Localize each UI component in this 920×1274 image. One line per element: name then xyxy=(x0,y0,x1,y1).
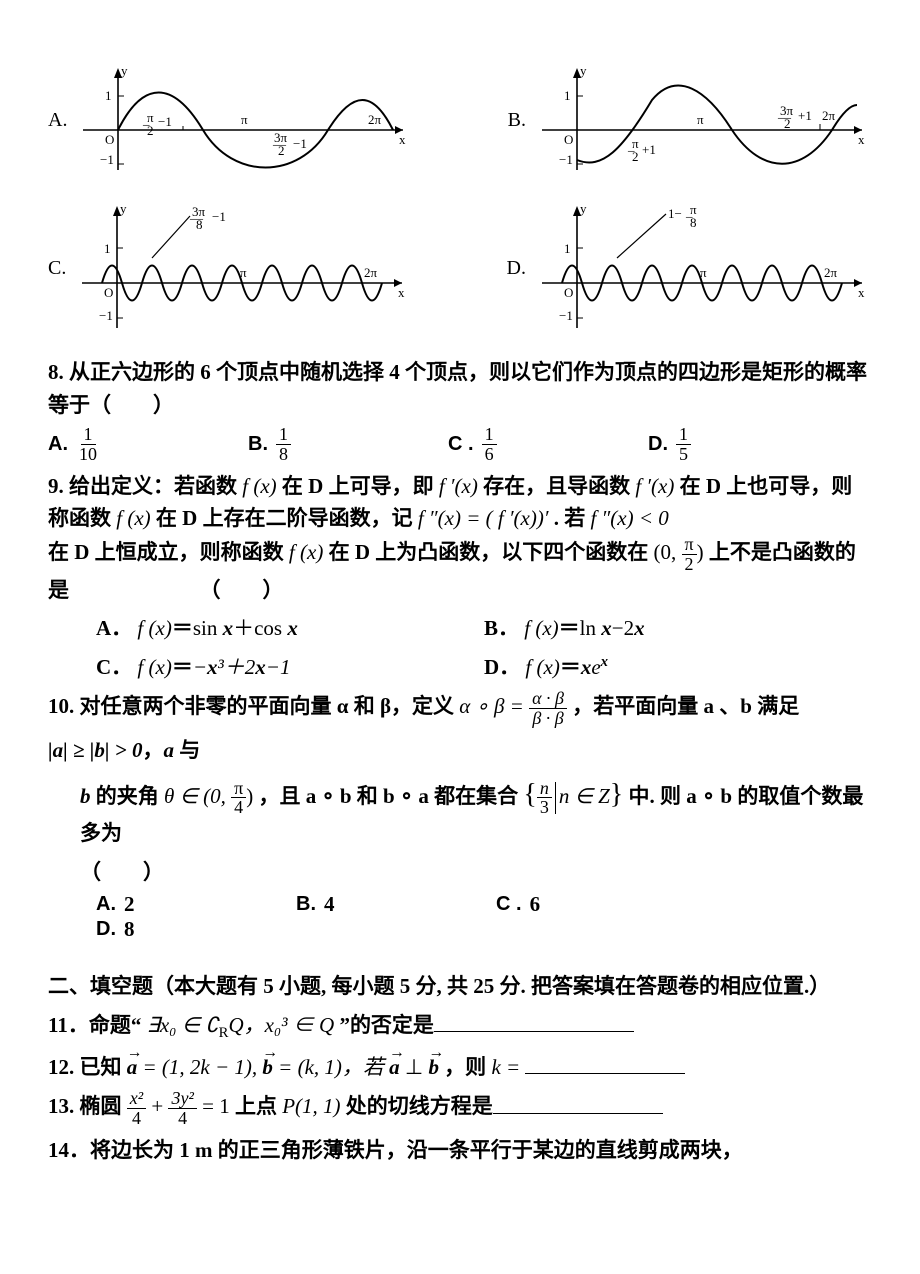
q8-stem: 8. 从正六边形的 6 个顶点中随机选择 4 个顶点，则以它们作为顶点的四边形是… xyxy=(48,356,872,421)
exam-page: A. y x O 1 −1 π 2π π _ xyxy=(0,0,920,1207)
graph-B-svg: y x O 1 −1 π π _ 2 +1 3π __ 2 +1 2π xyxy=(532,60,872,180)
q9: 9. 给出定义：若函数 f (x) 在 D 上可导，即 f ′(x) 存在，且导… xyxy=(48,470,872,606)
svg-text:+1: +1 xyxy=(642,142,656,157)
svg-text:O: O xyxy=(104,285,113,300)
graph-C-svg: y x O 1 −1 π 2π 3π __ 8 −1 xyxy=(72,198,412,338)
svg-text:−1: −1 xyxy=(100,152,114,167)
graph-B: B. y x O 1 −1 π π _ 2 +1 xyxy=(508,60,872,180)
svg-text:y: y xyxy=(121,63,128,78)
svg-text:2: 2 xyxy=(147,123,154,138)
svg-text:x: x xyxy=(399,132,406,147)
svg-text:2π: 2π xyxy=(822,108,836,123)
q10-line2: b 的夹角 θ ∈ (0, π4) ，且 a ∘ b 和 b ∘ a 都在集合 … xyxy=(48,773,872,850)
q8-opt-D: D. 15 xyxy=(648,425,838,464)
q10-opt-A: A.2 xyxy=(96,892,286,917)
svg-text:2: 2 xyxy=(278,143,285,158)
svg-text:8: 8 xyxy=(196,217,203,232)
q12-blank xyxy=(525,1054,685,1074)
q11-blank xyxy=(434,1012,634,1032)
svg-text:2π: 2π xyxy=(824,265,838,280)
svg-text:π: π xyxy=(241,112,248,127)
q7-row2: C. y x O 1 −1 π 2π 3π __ xyxy=(48,198,872,338)
q10-opt-B: B.4 xyxy=(296,892,486,917)
q9-opt-A: A． f (x)＝sin x＋cos x xyxy=(96,612,484,645)
q10-cond: |a| ≥ |b| > 0，a 与 xyxy=(48,734,872,767)
graph-C-label: C. xyxy=(48,257,66,280)
q11: 11．命题“ ∃x₀ ∈ ∁RQ，x₀³ ∈ Q ”的否定是 xyxy=(48,1009,872,1045)
q8-opts: A. 110 B. 18 C . 16 D. 15 xyxy=(48,425,872,464)
graph-A-label: A. xyxy=(48,109,67,132)
svg-text:x: x xyxy=(858,285,865,300)
q10-opt-D: D.8 xyxy=(96,917,286,942)
q9-opt-B: B． f (x)＝ln x−2x xyxy=(484,612,872,645)
q13-blank xyxy=(493,1094,663,1114)
graph-D: D. y x O 1 −1 π 2π 1− π _ 8 xyxy=(507,198,872,338)
q14: 14．将边长为 1 m 的正三角形薄铁片，沿一条平行于某边的直线剪成两块， xyxy=(48,1134,872,1167)
svg-text:−1: −1 xyxy=(559,152,573,167)
q10-paren: （ ） xyxy=(48,856,872,889)
q9-opts: A． f (x)＝sin x＋cos x B． f (x)＝ln x−2x C．… xyxy=(48,612,872,683)
svg-text:−1: −1 xyxy=(212,209,226,224)
svg-text:y: y xyxy=(120,201,127,216)
q8-opt-C: C . 16 xyxy=(448,425,638,464)
graph-A-svg: y x O 1 −1 π 2π π _ 2 −1 3π __ 2 − xyxy=(73,60,413,180)
graph-C: C. y x O 1 −1 π 2π 3π __ xyxy=(48,198,412,338)
svg-text:−1: −1 xyxy=(158,114,172,129)
svg-text:2: 2 xyxy=(632,149,639,164)
q9-opt-D: D． f (x)＝xex xyxy=(484,651,872,684)
svg-text:1: 1 xyxy=(564,88,571,103)
svg-text:8: 8 xyxy=(690,215,697,230)
section2-title: 二、填空题（本大题有 5 小题, 每小题 5 分, 共 25 分. 把答案填在答… xyxy=(48,970,872,1003)
q9-opt-C: C． f (x)＝−x³＋2x−1 xyxy=(96,651,484,684)
svg-text:x: x xyxy=(858,132,865,147)
svg-text:O: O xyxy=(564,132,573,147)
svg-text:x: x xyxy=(398,285,405,300)
graph-D-svg: y x O 1 −1 π 2π 1− π _ 8 xyxy=(532,198,872,338)
svg-text:2π: 2π xyxy=(364,265,378,280)
svg-text:−1: −1 xyxy=(99,308,113,323)
svg-text:+1: +1 xyxy=(798,108,812,123)
svg-text:π: π xyxy=(697,112,704,127)
svg-text:O: O xyxy=(105,132,114,147)
q8-opt-A: A. 110 xyxy=(48,425,238,464)
q10-opts: A.2 B.4 C .6 D.8 xyxy=(48,892,872,942)
svg-text:−1: −1 xyxy=(559,308,573,323)
q13: 13. 椭圆 x²4 + 3y²4 = 1 上点 P(1, 1) 处的切线方程是 xyxy=(48,1089,872,1128)
graph-D-label: D. xyxy=(507,257,526,280)
svg-text:1: 1 xyxy=(105,88,112,103)
svg-text:y: y xyxy=(580,201,587,216)
svg-text:1−: 1− xyxy=(668,206,682,221)
svg-text:2π: 2π xyxy=(368,112,382,127)
svg-text:−1: −1 xyxy=(293,136,307,151)
q10: 10. 对任意两个非零的平面向量 α 和 β，定义 α ∘ β = α · ββ… xyxy=(48,689,872,728)
graph-A: A. y x O 1 −1 π 2π π _ xyxy=(48,60,413,180)
q8-opt-B: B. 18 xyxy=(248,425,438,464)
q7-row1: A. y x O 1 −1 π 2π π _ xyxy=(48,60,872,180)
q12: 12. 已知 a = (1, 2k − 1), b = (k, 1)，若 a ⊥… xyxy=(48,1051,872,1084)
graph-B-label: B. xyxy=(508,109,526,132)
q10-opt-C: C .6 xyxy=(496,892,686,917)
svg-text:O: O xyxy=(564,285,573,300)
svg-text:y: y xyxy=(580,63,587,78)
svg-text:1: 1 xyxy=(104,241,111,256)
svg-text:2: 2 xyxy=(784,116,791,131)
svg-text:1: 1 xyxy=(564,241,571,256)
